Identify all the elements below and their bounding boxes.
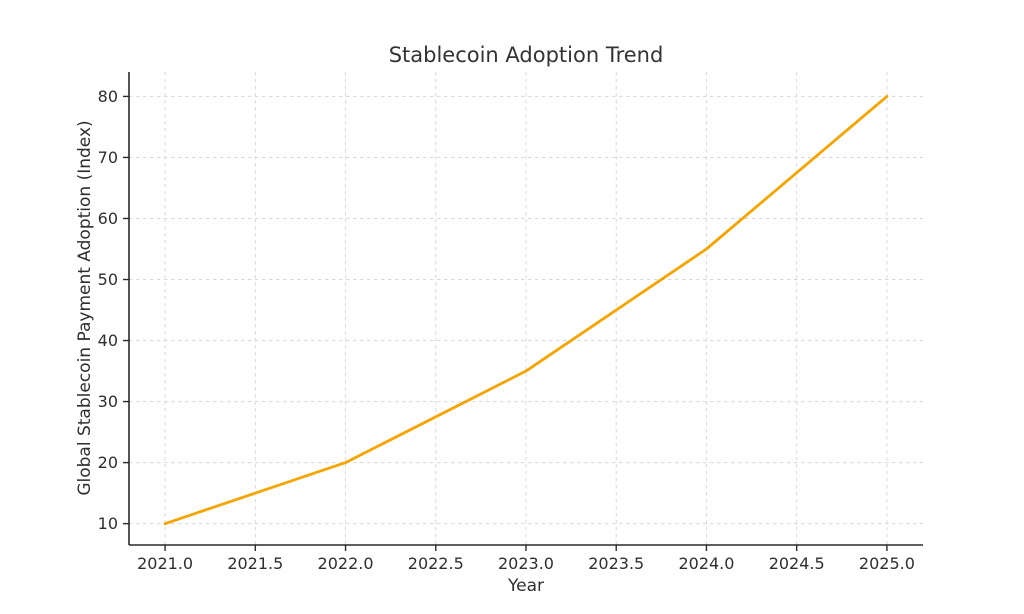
y-tick-label: 50 (98, 270, 118, 289)
x-tick-label: 2021.5 (227, 554, 283, 573)
y-tick-label: 20 (98, 453, 118, 472)
x-tick-label: 2023.0 (498, 554, 554, 573)
y-tick-label: 10 (98, 514, 118, 533)
x-tick-label: 2024.5 (769, 554, 825, 573)
y-tick-label: 70 (98, 148, 118, 167)
y-tick-label: 60 (98, 209, 118, 228)
x-tick-label: 2022.5 (408, 554, 464, 573)
y-axis-label: Global Stablecoin Payment Adoption (Inde… (75, 120, 95, 496)
data-line-series (163, 95, 889, 526)
x-tick-label: 2023.5 (588, 554, 644, 573)
y-tick-label: 80 (98, 87, 118, 106)
x-tick-label: 2025.0 (859, 554, 915, 573)
chart-title: Stablecoin Adoption Trend (388, 43, 664, 67)
x-tick-label: 2022.0 (318, 554, 374, 573)
y-tick-label: 40 (98, 331, 118, 350)
x-axis-label: Year (508, 576, 544, 596)
x-tick-label: 2024.0 (678, 554, 734, 573)
y-tick-label: 30 (98, 392, 118, 411)
x-tick-label: 2021.0 (137, 554, 193, 573)
